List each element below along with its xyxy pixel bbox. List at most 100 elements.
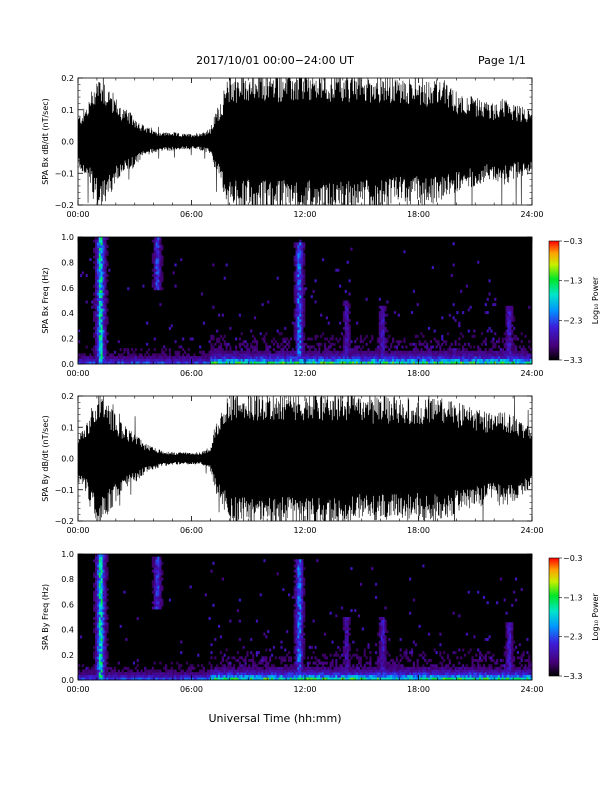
spectrogram-cell (104, 627, 107, 631)
spectrogram-cell (295, 590, 298, 594)
spectrogram-cell (301, 617, 304, 620)
spectrogram-cell (123, 672, 126, 676)
spectrogram-cell (165, 361, 168, 365)
spectrogram-cell (261, 656, 264, 660)
spectrogram-cell (100, 554, 103, 557)
spectrogram-cell (397, 669, 400, 673)
spectrogram-cell (363, 337, 366, 341)
spectrogram-cell (505, 669, 508, 673)
spectrogram-cell (299, 635, 302, 639)
spectrogram-cell (480, 659, 484, 662)
spectrogram-cell (93, 664, 96, 668)
spectrogram-cell (153, 672, 156, 676)
spectrogram-cell (193, 666, 196, 670)
spectrogram-cell (199, 677, 202, 681)
spectrogram-cell (195, 356, 198, 360)
spectrogram-cell (327, 358, 330, 362)
spectrogram-cell (161, 247, 164, 251)
spectrogram-cell (299, 271, 302, 275)
spectrogram-cell (221, 348, 224, 352)
spectrogram-cell (233, 356, 236, 360)
spectrogram-cell (95, 617, 98, 620)
spectrogram-cell (390, 350, 393, 354)
spectrogram-cell (507, 627, 510, 631)
spectrogram-cell (316, 358, 319, 362)
spectrogram-cell (488, 358, 491, 362)
spectrogram-cell (98, 263, 101, 267)
spectrogram-cell (155, 239, 158, 243)
spectrogram-cell (161, 361, 164, 365)
spectrogram-cell (106, 666, 109, 670)
spectrogram-cell (93, 585, 96, 589)
spectrogram-cell (499, 348, 503, 352)
spectrogram-cell (424, 672, 427, 676)
spectrogram-cell (344, 319, 347, 322)
spectrogram-cell (446, 664, 450, 668)
spectrogram-cell (295, 345, 298, 349)
spectrogram-cell (274, 677, 277, 681)
spectrogram-cell (444, 674, 448, 678)
spectrogram-cell (216, 677, 219, 681)
spectrogram-cell (293, 580, 296, 584)
spectrogram-cell (380, 311, 383, 315)
spectrogram-cell (225, 356, 228, 360)
spectrogram-cell (299, 342, 302, 346)
spectrogram-cell (119, 348, 122, 352)
spectrogram-cell (100, 281, 103, 285)
spectrogram-cell (95, 297, 98, 301)
spectrogram-cell (96, 672, 100, 676)
spectrogram-cell (395, 677, 398, 681)
spectrogram-cell (115, 672, 119, 676)
spectrogram-cell (276, 356, 279, 360)
spectrogram-cell (280, 677, 283, 681)
spectrogram-cell (405, 674, 408, 678)
spectrogram-cell (424, 659, 427, 662)
spectrogram-cell (227, 677, 230, 681)
spectrogram-cell (420, 350, 423, 354)
spectrogram-cell (91, 348, 94, 352)
spectrogram-cell (297, 627, 300, 631)
spectrogram-cell (482, 666, 486, 670)
spectrogram-cell (348, 340, 351, 344)
spectrogram-cell (257, 672, 260, 676)
spectrogram-cell (98, 601, 101, 605)
spectrogram-cell (322, 674, 325, 678)
spectrogram-cell (242, 674, 245, 678)
spectrogram-cell (409, 659, 412, 662)
spectrogram-cell (96, 614, 100, 618)
spectrogram-cell (344, 627, 347, 631)
spectrogram-cell (306, 666, 310, 670)
spectrogram-cell (236, 669, 240, 673)
spectrogram-cell (514, 345, 518, 349)
spectrogram-cell (255, 674, 259, 678)
spectrogram-cell (98, 582, 101, 586)
spectrogram-cell (210, 664, 213, 668)
spectrogram-cell (295, 577, 298, 581)
spectrogram-cell (492, 350, 495, 354)
spectrogram-cell (272, 353, 276, 357)
spectrogram-cell (344, 324, 347, 328)
spectrogram-cell (104, 596, 107, 599)
spectrogram-cell (95, 603, 98, 607)
spectrogram-cell (344, 356, 347, 360)
spectrogram-cell (267, 353, 270, 357)
spectrogram-cell (346, 350, 349, 354)
spectrogram-cell (378, 342, 381, 346)
spectrogram-cell (293, 630, 296, 634)
spectrogram-cell (513, 319, 516, 322)
spectrogram-cell (371, 358, 374, 362)
spectrogram-cell (102, 321, 105, 325)
spectrogram-cell (265, 332, 268, 336)
spectrogram-cell (96, 601, 100, 605)
spectrogram-cell (159, 252, 162, 256)
spectrogram-cell (96, 276, 100, 280)
spectrogram-cell (153, 561, 156, 565)
spectrogram-cell (484, 348, 487, 352)
spectrogram-cell (104, 624, 107, 628)
spectrogram-cell (484, 342, 487, 346)
spectrogram-cell (342, 311, 346, 315)
spectrogram-cell (221, 577, 224, 581)
spectrogram-cell (153, 279, 156, 283)
spectrogram-cell (110, 361, 113, 365)
spectrogram-cell (352, 674, 355, 678)
